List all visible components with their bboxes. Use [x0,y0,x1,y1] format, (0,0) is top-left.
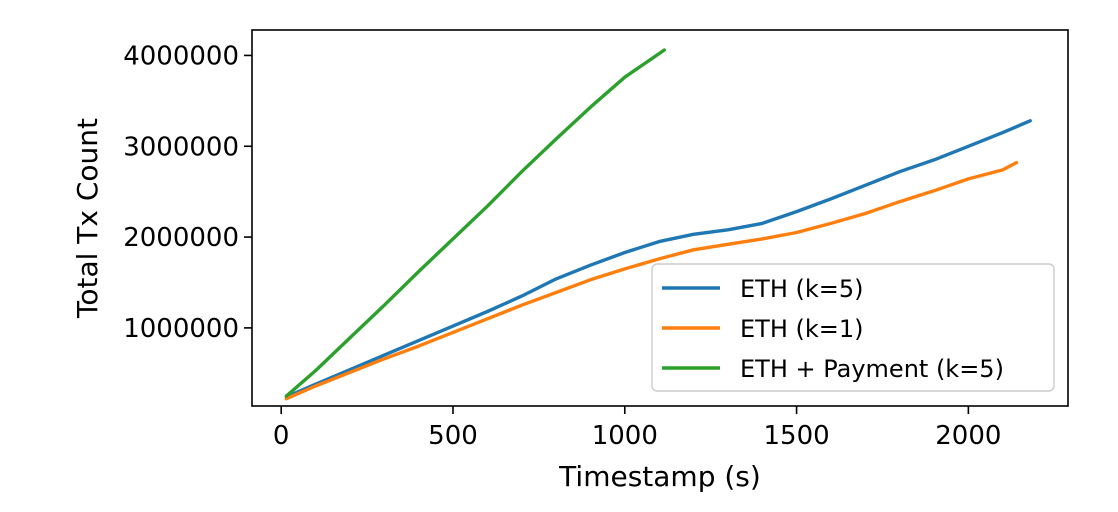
plot-frame [251,29,1069,407]
x-tick-label: 500 [428,421,478,451]
y-tick-label: 1000000 [123,314,239,344]
y-axis-title: Total Tx Count [71,118,104,319]
y-axis: 1000000 2000000 3000000 4000000 [123,41,252,344]
x-axis-title: Timestamp (s) [558,460,761,493]
x-tick-label: 1500 [763,421,829,451]
series-layer [284,48,1032,401]
series-line-2 [284,160,1019,401]
series-line-1 [284,119,1032,399]
legend-label-1: ETH (k=5) [740,275,864,303]
legend-label-2: ETH (k=1) [740,315,864,343]
y-tick-label: 2000000 [123,223,239,253]
x-tick-label: 0 [273,421,290,451]
legend-box [651,263,1055,392]
x-axis: 0 500 1000 1500 2000 [273,406,1001,451]
x-tick-label: 2000 [935,421,1001,451]
y-tick-label: 4000000 [123,41,239,71]
legend: ETH (k=5) ETH (k=1) ETH + Payment (k=5) [651,263,1055,392]
legend-label-3: ETH + Payment (k=5) [740,355,1004,383]
series-line-3 [284,48,666,398]
x-tick-label: 1000 [592,421,658,451]
y-tick-label: 3000000 [123,132,239,162]
